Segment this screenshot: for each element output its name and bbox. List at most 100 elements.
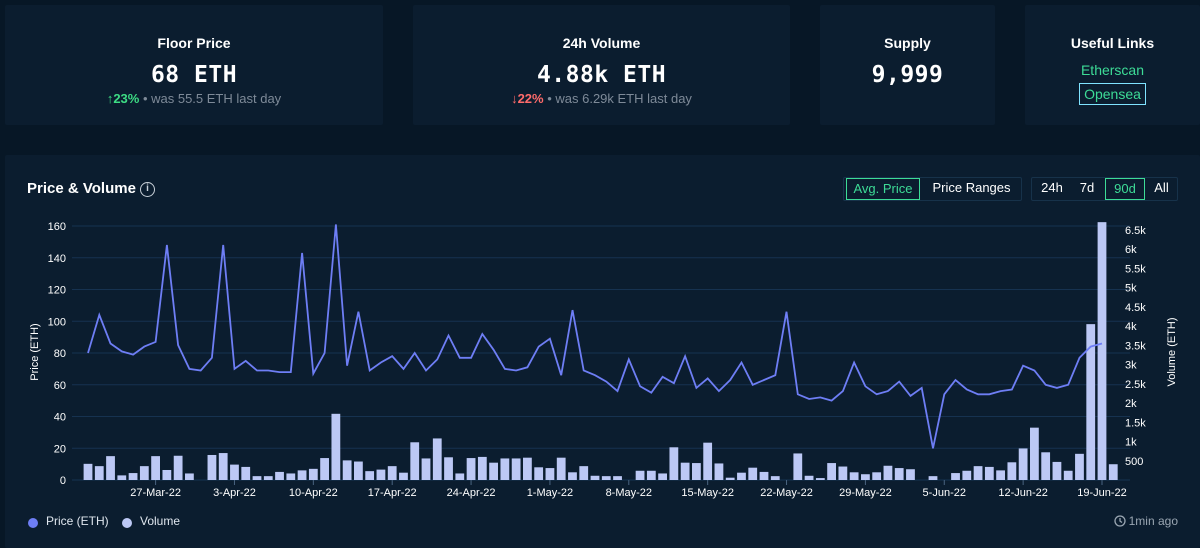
- volume-bar[interactable]: [793, 453, 803, 480]
- volume-bar[interactable]: [962, 470, 972, 480]
- volume-bar[interactable]: [545, 468, 555, 480]
- volume-bar[interactable]: [365, 471, 375, 480]
- volume-bar[interactable]: [906, 469, 915, 480]
- volume-bar[interactable]: [646, 470, 656, 480]
- volume-bar[interactable]: [511, 458, 521, 480]
- volume-bar[interactable]: [173, 455, 183, 480]
- volume-bar[interactable]: [838, 466, 848, 480]
- volume-bar[interactable]: [207, 454, 217, 480]
- volume-bar[interactable]: [748, 467, 758, 480]
- volume-bar[interactable]: [376, 469, 386, 480]
- volume-bar[interactable]: [984, 466, 994, 480]
- volume-bar[interactable]: [928, 476, 938, 480]
- volume-bar[interactable]: [432, 438, 442, 480]
- volume-bar[interactable]: [218, 453, 228, 480]
- volume-bar[interactable]: [770, 476, 780, 480]
- volume-bar[interactable]: [263, 476, 273, 480]
- volume-bar[interactable]: [1018, 448, 1028, 480]
- volume-bar[interactable]: [275, 471, 284, 480]
- range-24h-button[interactable]: 24h: [1035, 178, 1069, 200]
- avg-price-button[interactable]: Avg. Price: [846, 178, 920, 200]
- volume-bar[interactable]: [658, 473, 667, 480]
- volume-bar[interactable]: [894, 468, 904, 480]
- volume-bar[interactable]: [421, 458, 431, 480]
- volume-bar[interactable]: [1030, 427, 1039, 480]
- volume-bar[interactable]: [703, 442, 713, 480]
- volume-bar[interactable]: [162, 469, 172, 480]
- volume-bar[interactable]: [996, 470, 1005, 480]
- volume-bar[interactable]: [230, 464, 239, 480]
- volume-bar[interactable]: [128, 473, 138, 480]
- volume-bar[interactable]: [1063, 470, 1073, 480]
- volume-bar[interactable]: [466, 458, 476, 480]
- volume-bar[interactable]: [714, 463, 724, 480]
- volume-bar[interactable]: [1007, 462, 1017, 480]
- volume-bar[interactable]: [94, 466, 104, 480]
- volume-bar[interactable]: [399, 472, 408, 480]
- etherscan-link[interactable]: Etherscan: [1080, 62, 1145, 78]
- volume-bar[interactable]: [1097, 222, 1107, 480]
- volume-bar[interactable]: [523, 457, 532, 480]
- volume-bar[interactable]: [579, 466, 589, 480]
- volume-bar[interactable]: [241, 466, 251, 480]
- legend-volume-dot: [122, 518, 132, 528]
- volume-bar[interactable]: [489, 462, 498, 480]
- volume-bar[interactable]: [455, 473, 465, 480]
- volume-bar[interactable]: [117, 475, 127, 480]
- volume-bar[interactable]: [601, 476, 611, 480]
- volume-bar[interactable]: [692, 463, 701, 480]
- volume-bar[interactable]: [286, 473, 296, 480]
- volume-bar[interactable]: [725, 477, 735, 480]
- volume-bar[interactable]: [410, 442, 420, 480]
- volume-bar[interactable]: [680, 462, 690, 480]
- volume-bar[interactable]: [669, 447, 679, 480]
- volume-bar[interactable]: [1075, 453, 1084, 480]
- volume-bar[interactable]: [883, 465, 893, 480]
- volume-bar[interactable]: [252, 476, 262, 480]
- volume-bar[interactable]: [83, 463, 93, 480]
- volume-bar[interactable]: [500, 458, 510, 480]
- volume-bar[interactable]: [534, 467, 544, 480]
- price-ranges-button[interactable]: Price Ranges: [925, 178, 1018, 200]
- volume-bar[interactable]: [1052, 461, 1062, 480]
- volume-bar[interactable]: [815, 478, 825, 480]
- volume-bar[interactable]: [635, 470, 645, 480]
- volume-bar[interactable]: [308, 468, 318, 480]
- volume-bar[interactable]: [1041, 452, 1051, 480]
- info-icon[interactable]: i: [140, 182, 155, 197]
- volume-bar[interactable]: [342, 460, 352, 480]
- volume-bar[interactable]: [568, 472, 577, 480]
- volume-bar[interactable]: [872, 472, 882, 480]
- volume-bar[interactable]: [613, 476, 622, 480]
- volume-bar[interactable]: [331, 413, 341, 480]
- volume-bar[interactable]: [320, 458, 329, 480]
- volume-bar[interactable]: [354, 461, 363, 480]
- volume-bar[interactable]: [106, 456, 115, 480]
- volume-bar[interactable]: [590, 475, 600, 480]
- range-90d-button[interactable]: 90d: [1105, 178, 1145, 200]
- volume-bar[interactable]: [759, 471, 769, 480]
- legend-price-label[interactable]: Price (ETH): [46, 514, 109, 528]
- volume-bar[interactable]: [827, 463, 836, 480]
- volume-bar[interactable]: [804, 475, 814, 480]
- volume-bar[interactable]: [849, 472, 859, 480]
- volume-bar[interactable]: [387, 466, 397, 480]
- volume-bar[interactable]: [151, 456, 160, 480]
- range-all-button[interactable]: All: [1148, 178, 1175, 200]
- volume-bar[interactable]: [1086, 324, 1096, 480]
- range-7d-button[interactable]: 7d: [1073, 178, 1101, 200]
- volume-bar[interactable]: [1108, 464, 1118, 480]
- volume-bar[interactable]: [297, 470, 307, 480]
- volume-bar[interactable]: [861, 474, 870, 480]
- legend-volume-label[interactable]: Volume: [140, 514, 181, 528]
- volume-bar[interactable]: [444, 457, 453, 480]
- volume-bar[interactable]: [185, 473, 194, 480]
- opensea-link[interactable]: Opensea: [1079, 83, 1146, 105]
- volume-bar[interactable]: [139, 466, 149, 480]
- volume-bar[interactable]: [973, 466, 983, 480]
- volume-bar[interactable]: [951, 473, 960, 480]
- volume-bar[interactable]: [477, 456, 487, 480]
- volume-bar[interactable]: [737, 472, 746, 480]
- volume-bar[interactable]: [556, 457, 566, 480]
